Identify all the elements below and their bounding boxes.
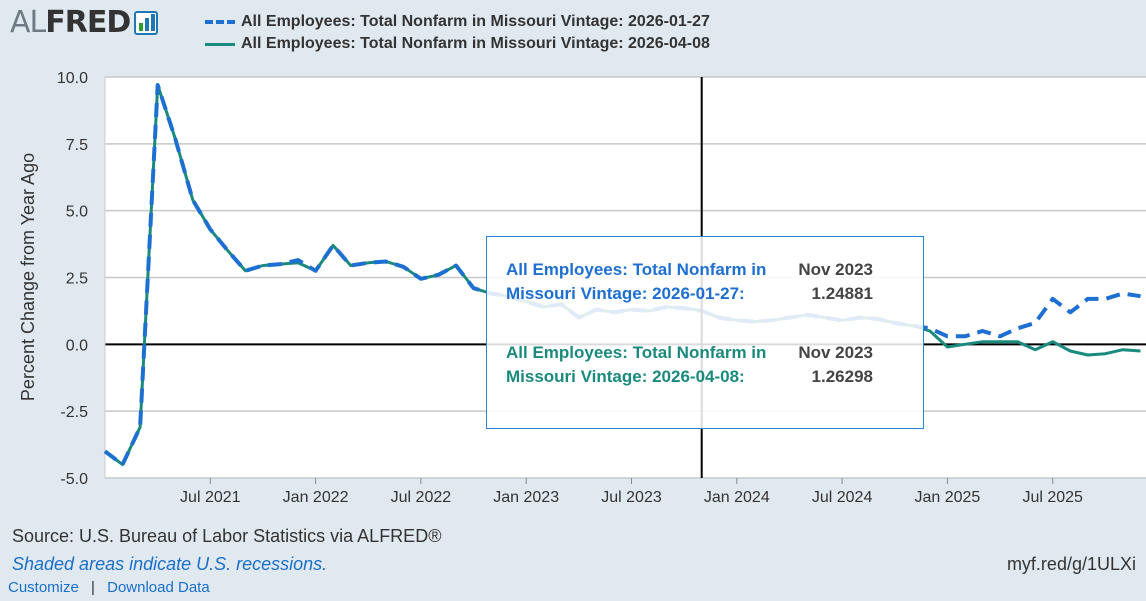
- x-tick-label: Jan 2025: [914, 489, 980, 506]
- legend-item-series-1[interactable]: All Employees: Total Nonfarm in Missouri…: [205, 11, 710, 33]
- footer-separator: |: [91, 579, 95, 596]
- x-tick-label: Jul 2025: [1022, 489, 1083, 506]
- tooltip-date-2: Nov 2023: [798, 343, 873, 362]
- y-axis-label: Percent Change from Year Ago: [18, 153, 38, 401]
- x-tick-label: Jan 2024: [704, 489, 770, 506]
- tooltip-value-2: 1.26298: [811, 367, 873, 386]
- y-tick-label: 5.0: [66, 204, 88, 221]
- x-tick-label: Jul 2024: [812, 489, 873, 506]
- x-tick-label: Jul 2023: [601, 489, 662, 506]
- logo-text: ALFRED: [10, 5, 131, 40]
- legend-item-series-2[interactable]: All Employees: Total Nonfarm in Missouri…: [205, 33, 710, 55]
- chart-legend: All Employees: Total Nonfarm in Missouri…: [205, 11, 710, 55]
- tooltip-series-1-name: All Employees: Total Nonfarm in Missouri…: [506, 260, 767, 303]
- source-note: Source: U.S. Bureau of Labor Statistics …: [12, 526, 442, 546]
- y-tick-label: -5.0: [60, 471, 88, 488]
- alfred-logo[interactable]: ALFRED: [10, 5, 159, 40]
- y-tick-label: -2.5: [60, 404, 88, 421]
- recession-note: Shaded areas indicate U.S. recessions.: [12, 554, 328, 574]
- tooltip-series-2-name: All Employees: Total Nonfarm in Missouri…: [506, 343, 767, 386]
- legend-label-series-1: All Employees: Total Nonfarm in Missouri…: [241, 13, 710, 30]
- short-link[interactable]: myf.red/g/1ULXi: [1006, 554, 1136, 574]
- customize-link[interactable]: Customize: [8, 579, 79, 596]
- y-tick-label: 7.5: [66, 137, 88, 154]
- dashed-line-swatch: [205, 20, 235, 24]
- y-tick-label: 0.0: [66, 337, 88, 354]
- legend-label-series-2: All Employees: Total Nonfarm in Missouri…: [241, 35, 710, 52]
- x-tick-label: Jul 2022: [391, 489, 452, 506]
- y-tick-label: 2.5: [66, 271, 88, 288]
- footer-actions: Customize | Download Data: [8, 579, 210, 596]
- tooltip-date-1: Nov 2023: [798, 260, 873, 279]
- y-tick-label: 10.0: [57, 70, 88, 87]
- download-data-link[interactable]: Download Data: [107, 579, 210, 596]
- x-tick-label: Jan 2022: [283, 489, 349, 506]
- tooltip-value-1: 1.24881: [811, 284, 873, 303]
- bar-chart-icon: [134, 11, 159, 35]
- data-tooltip: All Employees: Total Nonfarm in Missouri…: [486, 236, 924, 429]
- solid-line-swatch: [205, 42, 235, 46]
- x-tick-label: Jul 2021: [180, 489, 241, 506]
- x-tick-label: Jan 2023: [493, 489, 559, 506]
